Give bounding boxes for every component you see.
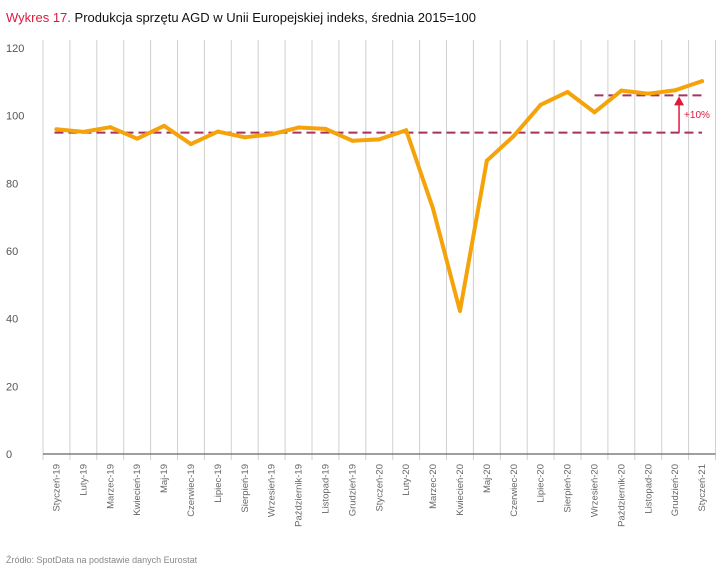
arrow-head-icon xyxy=(674,96,685,106)
x-tick-label: Marzec-19 xyxy=(105,464,116,509)
x-tick-label: Lipiec-20 xyxy=(536,464,547,503)
x-tick-label: Sierpień-19 xyxy=(240,464,251,513)
x-tick-label: Styczeń-20 xyxy=(374,464,385,512)
data-point xyxy=(646,91,651,96)
source-note: Źródło: SpotData na podstawie danych Eur… xyxy=(6,555,198,565)
data-point xyxy=(350,138,355,143)
data-point xyxy=(188,142,193,147)
x-tick-label: Luty-20 xyxy=(401,464,412,496)
data-point xyxy=(673,88,678,93)
x-tick-label: Sierpień-20 xyxy=(563,464,574,513)
data-point xyxy=(700,79,705,84)
x-tick-label: Styczeń-19 xyxy=(51,464,62,512)
x-tick-label: Czerwiec-19 xyxy=(186,464,197,517)
x-tick-label: Grudzień-20 xyxy=(670,464,681,516)
data-point xyxy=(54,127,59,132)
data-point xyxy=(377,137,382,142)
data-point xyxy=(296,125,301,130)
data-point xyxy=(484,158,489,163)
y-tick-label: 80 xyxy=(6,178,18,190)
x-tick-label: Maj-19 xyxy=(159,464,170,493)
x-tick-label: Grudzień-19 xyxy=(347,464,358,516)
chart-number: Wykres 17. xyxy=(6,10,71,25)
data-point xyxy=(108,125,113,130)
data-point xyxy=(162,123,167,128)
data-point xyxy=(431,206,436,211)
data-point xyxy=(619,88,624,93)
data-point xyxy=(135,136,140,141)
y-tick-label: 100 xyxy=(6,111,24,123)
chart-title: Wykres 17. Produkcja sprzętu AGD w Unii … xyxy=(6,10,476,25)
x-tick-label: Marzec-20 xyxy=(428,464,439,509)
y-tick-label: 0 xyxy=(6,449,12,461)
chart-title-text: Produkcja sprzętu AGD w Unii Europejskie… xyxy=(74,10,476,25)
data-point xyxy=(215,129,220,134)
x-tick-label: Luty-19 xyxy=(78,464,89,496)
y-tick-label: 60 xyxy=(6,246,18,258)
x-tick-label: Październik-19 xyxy=(294,464,305,527)
data-point xyxy=(81,129,86,134)
data-point xyxy=(269,132,274,137)
data-point xyxy=(457,308,462,313)
data-point xyxy=(511,133,516,138)
y-tick-label: 20 xyxy=(6,381,18,393)
x-tick-label: Listopad-19 xyxy=(320,464,331,514)
x-tick-label: Maj-20 xyxy=(482,464,493,493)
data-point xyxy=(242,135,247,140)
x-tick-label: Czerwiec-20 xyxy=(509,464,520,517)
x-tick-label: Styczeń-21 xyxy=(697,464,708,512)
x-tick-label: Lipiec-19 xyxy=(213,464,224,503)
x-tick-label: Październik-20 xyxy=(616,464,627,527)
y-tick-label: 40 xyxy=(6,314,18,326)
y-tick-label: 120 xyxy=(6,43,24,55)
x-tick-label: Wrzesień-20 xyxy=(589,464,600,517)
data-point xyxy=(565,89,570,94)
x-tick-label: Listopad-20 xyxy=(643,464,654,514)
annotation-label: +10% xyxy=(684,110,710,121)
data-point xyxy=(404,128,409,133)
data-point xyxy=(592,110,597,115)
data-point xyxy=(323,126,328,131)
x-tick-label: Kwiecień-19 xyxy=(132,464,143,516)
x-tick-label: Kwiecień-20 xyxy=(455,464,466,516)
data-series-line xyxy=(54,79,705,313)
data-point xyxy=(538,102,543,107)
x-tick-label: Wrzesień-19 xyxy=(267,464,278,517)
